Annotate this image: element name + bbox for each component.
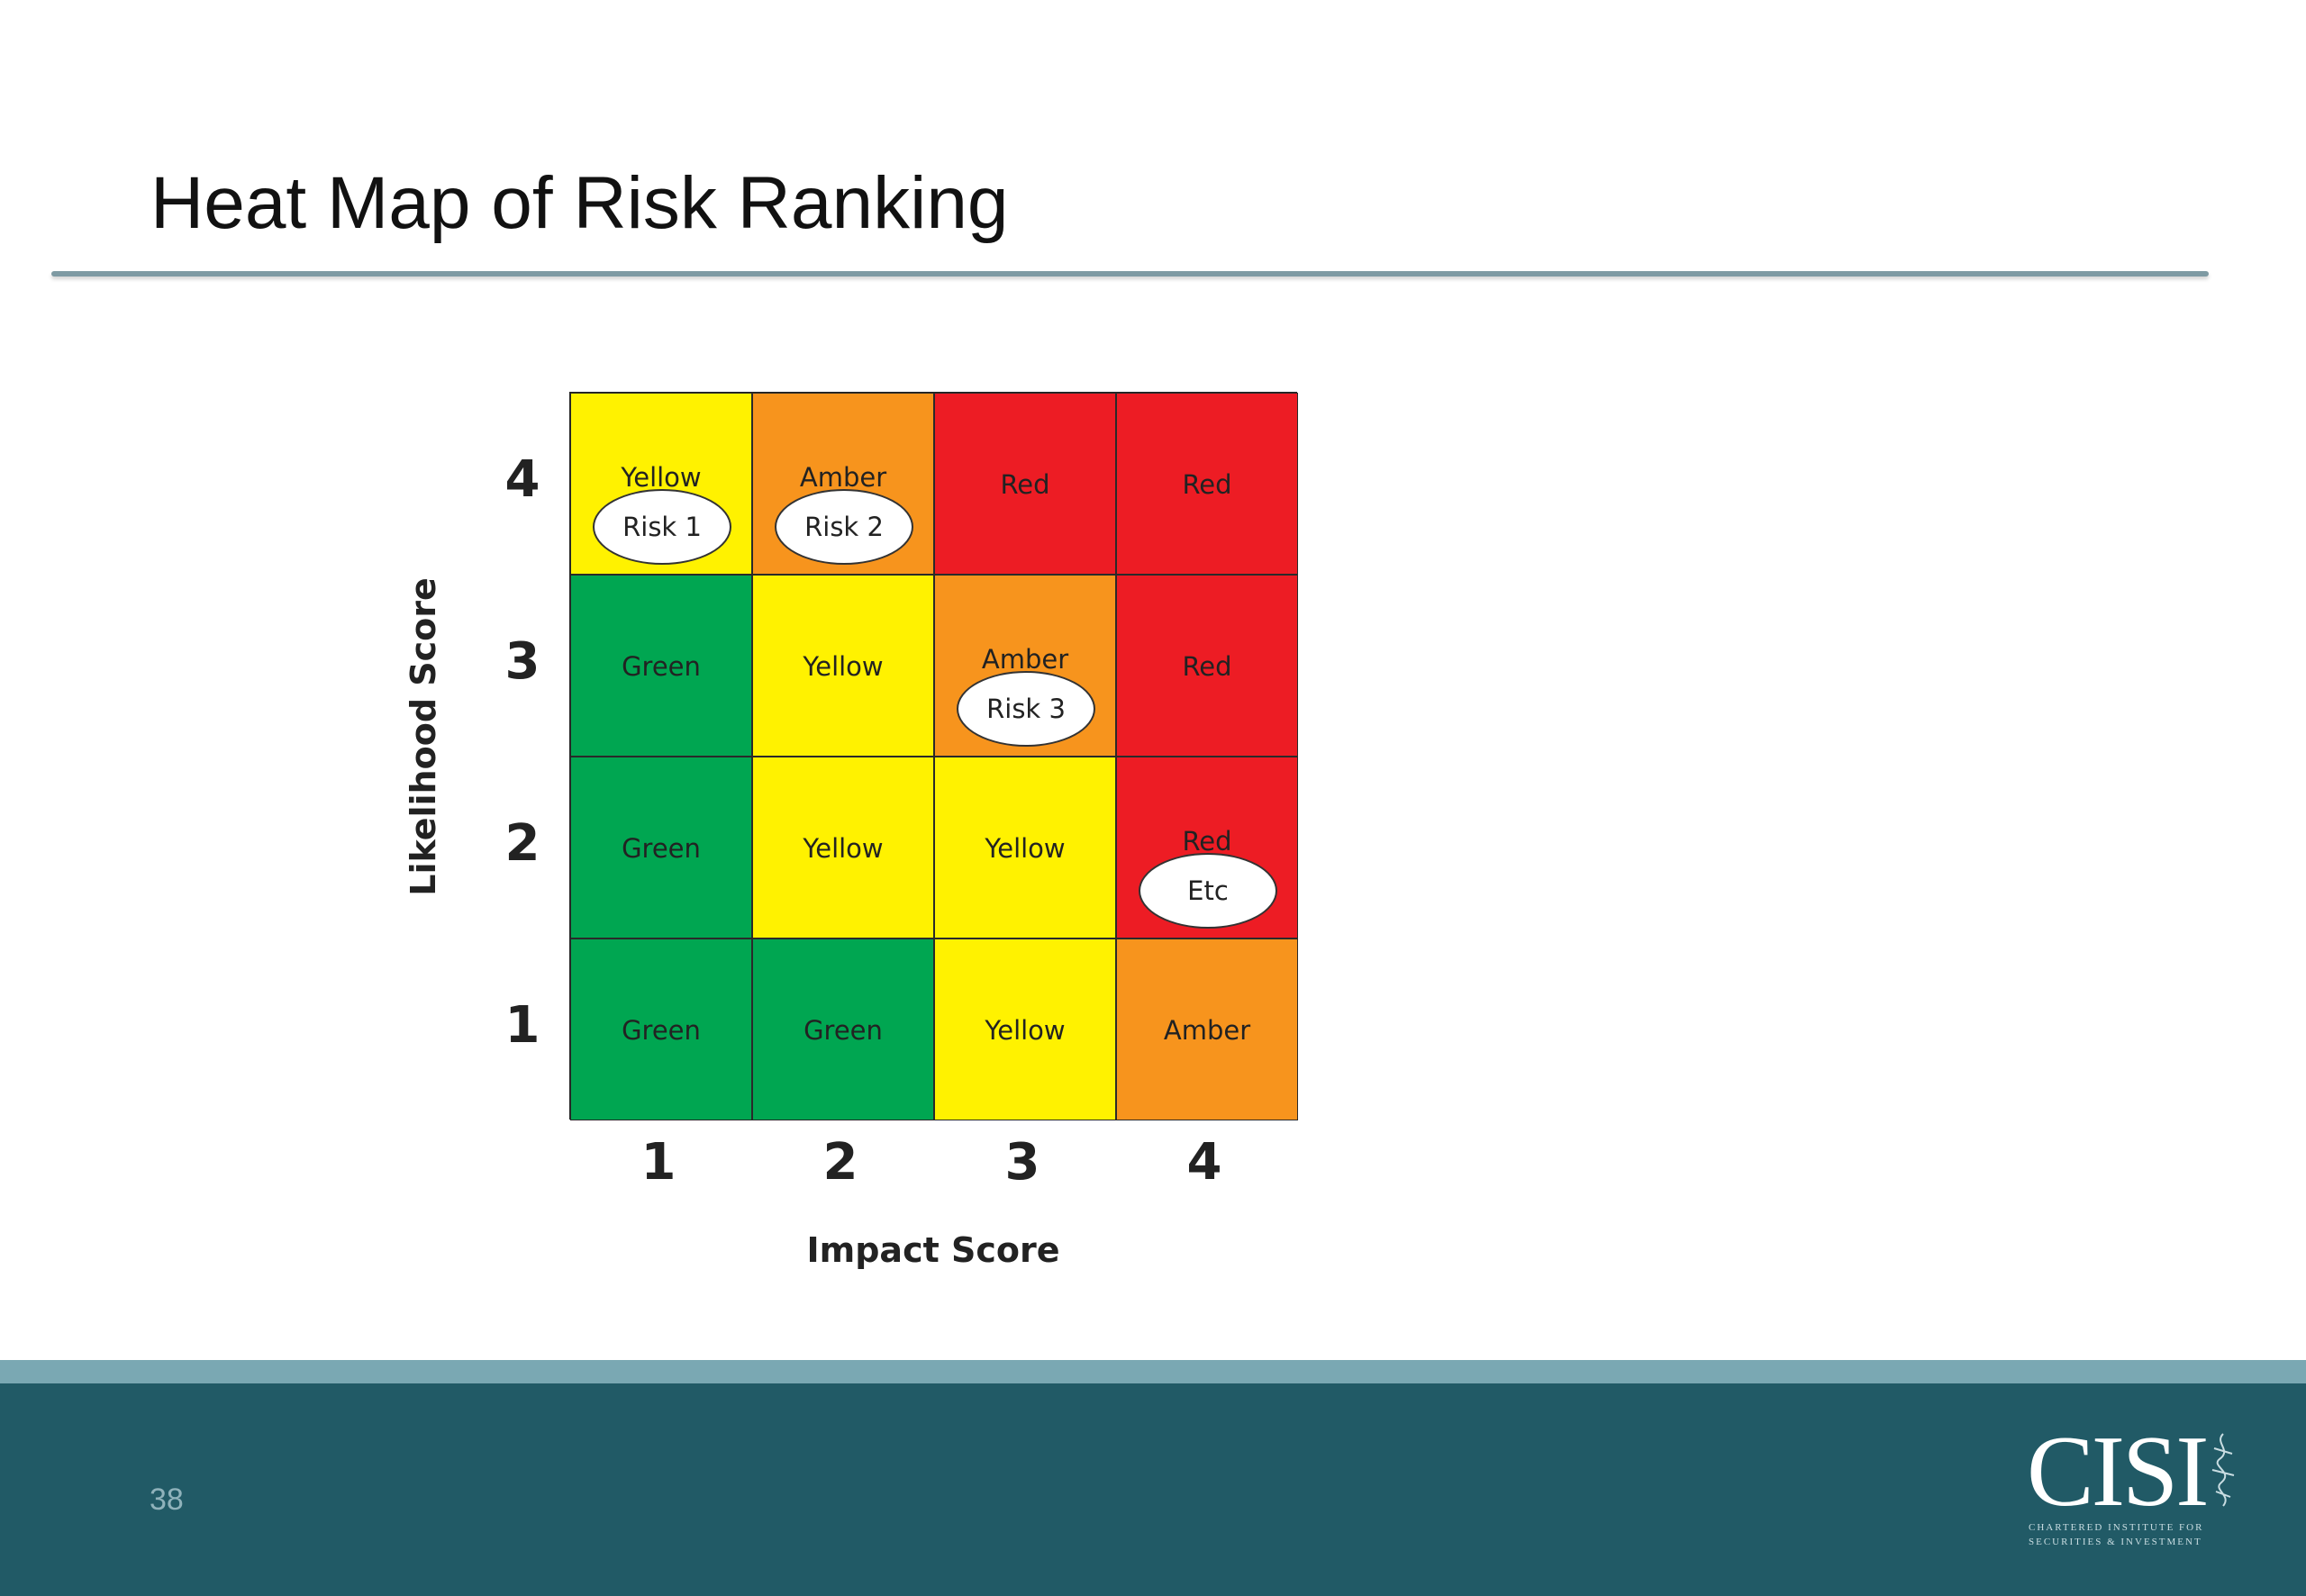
cell-rating-label: Amber — [799, 462, 887, 493]
cell-rating-label: Green — [622, 833, 701, 864]
y-tick-label: 3 — [504, 632, 540, 691]
footer-bar — [0, 1383, 2306, 1596]
heatmap-cell: Yellow — [934, 757, 1116, 939]
footer-accent-bar — [0, 1360, 2306, 1383]
y-axis-label: Likelihood Score — [404, 577, 443, 896]
y-tick-label: 4 — [504, 450, 540, 509]
cell-rating-label: Green — [803, 1015, 883, 1046]
risk-marker[interactable]: Risk 2 — [775, 489, 913, 565]
risk-marker[interactable]: Risk 3 — [957, 671, 1095, 747]
logo-tagline-2: SECURITIES & INVESTMENT — [2029, 1537, 2202, 1547]
heatmap-cell: Red — [1116, 393, 1298, 575]
page-number: 38 — [150, 1483, 184, 1517]
cell-rating-label: Yellow — [621, 462, 702, 493]
cell-rating-label: Green — [622, 1015, 701, 1046]
risk-heat-map-grid: Yellow Amber Red Red Green Yellow Amber Red Gree… — [569, 392, 1298, 1120]
cell-rating-label: Yellow — [803, 651, 884, 682]
cell-rating-label: Yellow — [985, 833, 1066, 864]
crest-icon — [2211, 1433, 2235, 1507]
heatmap-cell: Green — [570, 939, 752, 1120]
heatmap-cell: Green — [570, 757, 752, 939]
heatmap-cell: Yellow — [752, 575, 934, 757]
slide-title: Heat Map of Risk Ranking — [150, 162, 1009, 244]
cell-rating-label: Yellow — [985, 1015, 1066, 1046]
y-tick-label: 2 — [504, 814, 540, 873]
cell-rating-label: Red — [1182, 826, 1232, 857]
heatmap-cell: Green — [570, 575, 752, 757]
x-tick-label: 4 — [1186, 1133, 1222, 1192]
heatmap-cell: Yellow — [934, 939, 1116, 1120]
cell-rating-label: Red — [1000, 469, 1050, 500]
heatmap-cell: Amber — [1116, 939, 1298, 1120]
x-axis-label: Impact Score — [806, 1230, 1060, 1270]
cell-rating-label: Yellow — [803, 833, 884, 864]
heatmap-cell: Yellow — [752, 757, 934, 939]
x-tick-label: 3 — [1004, 1133, 1040, 1192]
risk-marker[interactable]: Etc — [1139, 853, 1277, 929]
cell-rating-label: Green — [622, 651, 701, 682]
heatmap-cell: Red — [1116, 575, 1298, 757]
x-tick-label: 1 — [640, 1133, 676, 1192]
cell-rating-label: Amber — [981, 644, 1069, 675]
heatmap-cell: Green — [752, 939, 934, 1120]
cell-rating-label: Amber — [1163, 1015, 1251, 1046]
heatmap-cell: Red — [934, 393, 1116, 575]
risk-marker[interactable]: Risk 1 — [593, 489, 731, 565]
x-tick-label: 2 — [822, 1133, 858, 1192]
cisi-logo: CISI CHARTERED INSTITUTE FOR SECURITIES … — [2027, 1421, 2243, 1556]
logo-tagline-1: CHARTERED INSTITUTE FOR — [2029, 1522, 2204, 1533]
title-divider — [51, 271, 2209, 277]
cell-rating-label: Red — [1182, 469, 1232, 500]
cell-rating-label: Red — [1182, 651, 1232, 682]
logo-wordmark: CISI — [2027, 1416, 2210, 1528]
y-tick-label: 1 — [504, 996, 540, 1055]
